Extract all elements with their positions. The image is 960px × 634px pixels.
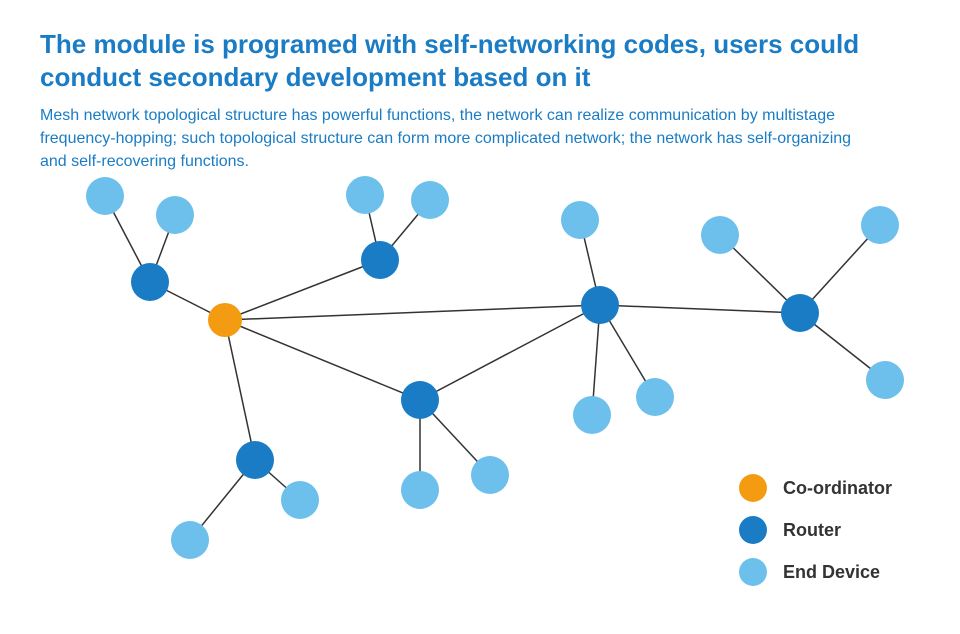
router-node xyxy=(361,241,399,279)
router-node xyxy=(781,294,819,332)
end-device-node xyxy=(701,216,739,254)
edge xyxy=(600,305,800,313)
end-device-node xyxy=(471,456,509,494)
legend-label-end-device: End Device xyxy=(783,562,880,583)
legend-swatch-coordinator xyxy=(739,474,767,502)
legend-label-coordinator: Co-ordinator xyxy=(783,478,892,499)
end-device-node xyxy=(411,181,449,219)
edge xyxy=(420,305,600,400)
legend-item-coordinator: Co-ordinator xyxy=(739,474,892,502)
end-device-node xyxy=(86,177,124,215)
router-node xyxy=(581,286,619,324)
coordinator-node xyxy=(208,303,242,337)
router-node xyxy=(401,381,439,419)
end-device-node xyxy=(156,196,194,234)
end-device-node xyxy=(573,396,611,434)
end-device-node xyxy=(171,521,209,559)
end-device-node xyxy=(866,361,904,399)
end-device-node xyxy=(346,176,384,214)
edge xyxy=(225,320,255,460)
legend: Co-ordinator Router End Device xyxy=(739,474,892,586)
legend-item-end-device: End Device xyxy=(739,558,892,586)
legend-swatch-router xyxy=(739,516,767,544)
end-device-node xyxy=(401,471,439,509)
end-device-node xyxy=(561,201,599,239)
edge xyxy=(225,260,380,320)
end-device-node xyxy=(636,378,674,416)
edge xyxy=(225,320,420,400)
end-device-node xyxy=(861,206,899,244)
end-device-node xyxy=(281,481,319,519)
legend-label-router: Router xyxy=(783,520,841,541)
legend-swatch-end-device xyxy=(739,558,767,586)
legend-item-router: Router xyxy=(739,516,892,544)
router-node xyxy=(131,263,169,301)
router-node xyxy=(236,441,274,479)
edge xyxy=(225,305,600,320)
